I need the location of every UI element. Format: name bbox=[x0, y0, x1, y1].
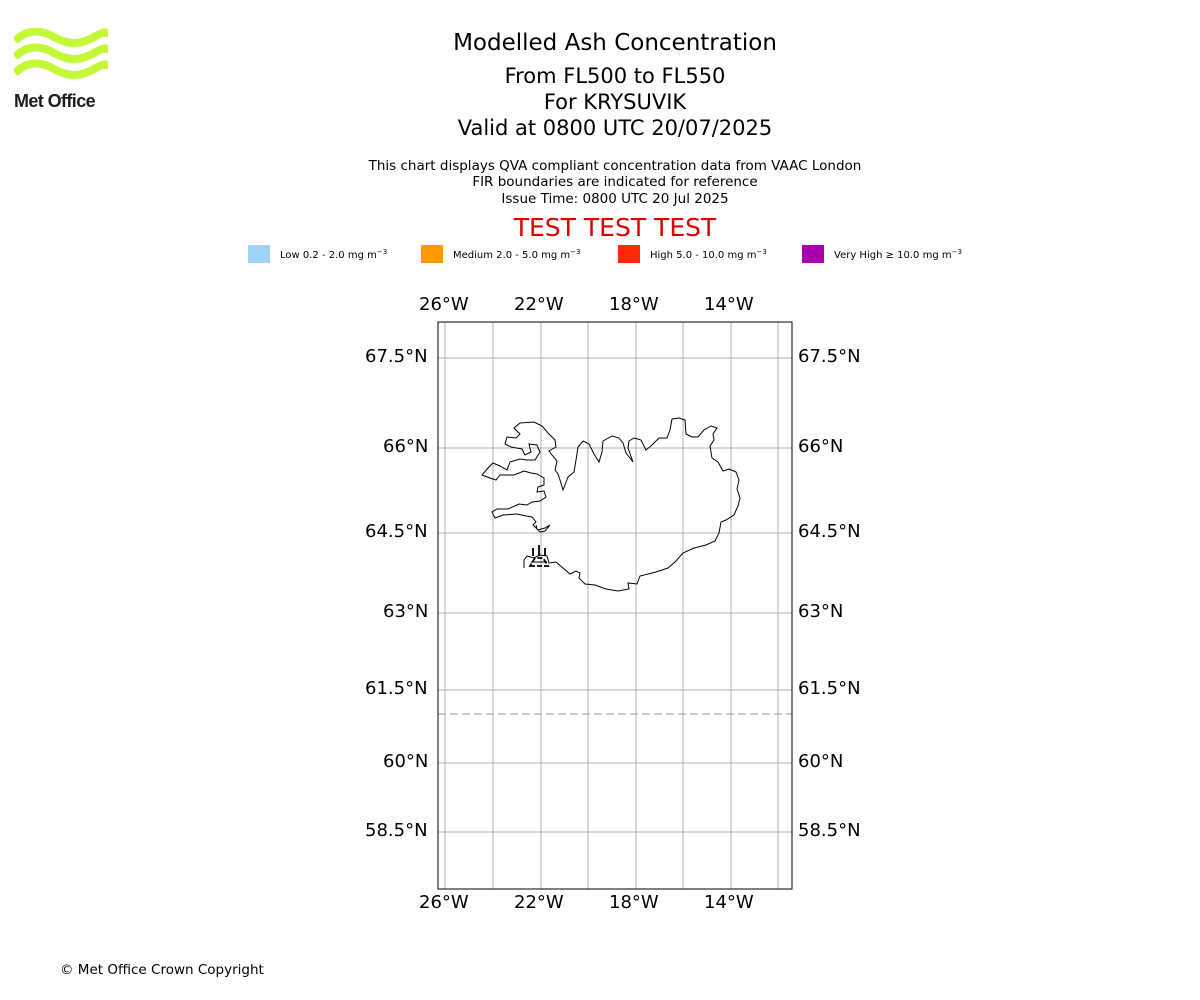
legend-item-high: High 5.0 - 10.0 mg m−3 bbox=[618, 244, 767, 264]
volcano-icon bbox=[528, 545, 550, 567]
lon-label-bottom-26w: 26°W bbox=[419, 892, 469, 913]
legend-swatch-very-high bbox=[802, 245, 824, 263]
map-gridlines bbox=[438, 322, 792, 889]
lon-label-bottom-14w: 14°W bbox=[704, 892, 754, 913]
fir-note: FIR boundaries are indicated for referen… bbox=[472, 174, 758, 190]
lat-label-left-58-5n: 58.5°N bbox=[365, 820, 428, 841]
legend-item-very-high: Very High ≥ 10.0 mg m−3 bbox=[802, 244, 962, 264]
lon-label-top-26w: 26°W bbox=[419, 294, 469, 315]
lat-label-right-61-5n: 61.5°N bbox=[798, 678, 861, 699]
lon-label-top-18w: 18°W bbox=[609, 294, 659, 315]
legend-swatch-medium bbox=[421, 245, 443, 263]
lon-label-top-14w: 14°W bbox=[704, 294, 754, 315]
chart-description: This chart displays QVA compliant concen… bbox=[368, 158, 862, 174]
lat-label-right-66n: 66°N bbox=[798, 436, 844, 457]
legend-label-low: Low 0.2 - 2.0 mg m−3 bbox=[280, 247, 388, 261]
legend-swatch-low bbox=[248, 245, 270, 263]
legend-label-very-high: Very High ≥ 10.0 mg m−3 bbox=[834, 247, 962, 261]
legend-label-high: High 5.0 - 10.0 mg m−3 bbox=[650, 247, 767, 261]
issue-time: Issue Time: 0800 UTC 20 Jul 2025 bbox=[501, 191, 729, 207]
met-office-waves-icon bbox=[14, 28, 108, 79]
lat-label-left-60n: 60°N bbox=[383, 751, 429, 772]
lat-label-left-64-5n: 64.5°N bbox=[365, 521, 428, 542]
legend-item-low: Low 0.2 - 2.0 mg m−3 bbox=[248, 244, 387, 264]
flight-level-range: From FL500 to FL550 bbox=[504, 64, 726, 88]
legend-item-medium: Medium 2.0 - 5.0 mg m−3 bbox=[421, 244, 580, 264]
lat-label-left-66n: 66°N bbox=[383, 436, 429, 457]
met-office-logo: Met Office bbox=[14, 28, 108, 114]
copyright-notice: © Met Office Crown Copyright bbox=[60, 962, 264, 978]
iceland-coastline bbox=[481, 417, 741, 592]
test-banner: TEST TEST TEST bbox=[513, 213, 717, 242]
lat-label-right-58-5n: 58.5°N bbox=[798, 820, 861, 841]
lon-label-bottom-18w: 18°W bbox=[609, 892, 659, 913]
lat-label-left-67-5n: 67.5°N bbox=[365, 346, 428, 367]
valid-time: Valid at 0800 UTC 20/07/2025 bbox=[457, 116, 773, 140]
legend-label-medium: Medium 2.0 - 5.0 mg m−3 bbox=[453, 247, 581, 261]
lon-label-bottom-22w: 22°W bbox=[514, 892, 564, 913]
volcano-name: For KRYSUVIK bbox=[543, 90, 687, 114]
lat-label-left-61-5n: 61.5°N bbox=[365, 678, 428, 699]
map-frame bbox=[437, 321, 793, 890]
lat-label-right-63n: 63°N bbox=[798, 601, 844, 622]
met-office-wordmark: Met Office bbox=[14, 91, 96, 111]
lat-label-right-67-5n: 67.5°N bbox=[798, 346, 861, 367]
chart-title: Modelled Ash Concentration bbox=[453, 30, 777, 56]
lat-label-left-63n: 63°N bbox=[383, 601, 429, 622]
legend-swatch-high bbox=[618, 245, 640, 263]
lon-label-top-22w: 22°W bbox=[514, 294, 564, 315]
lat-label-right-64-5n: 64.5°N bbox=[798, 521, 861, 542]
lat-label-right-60n: 60°N bbox=[798, 751, 844, 772]
